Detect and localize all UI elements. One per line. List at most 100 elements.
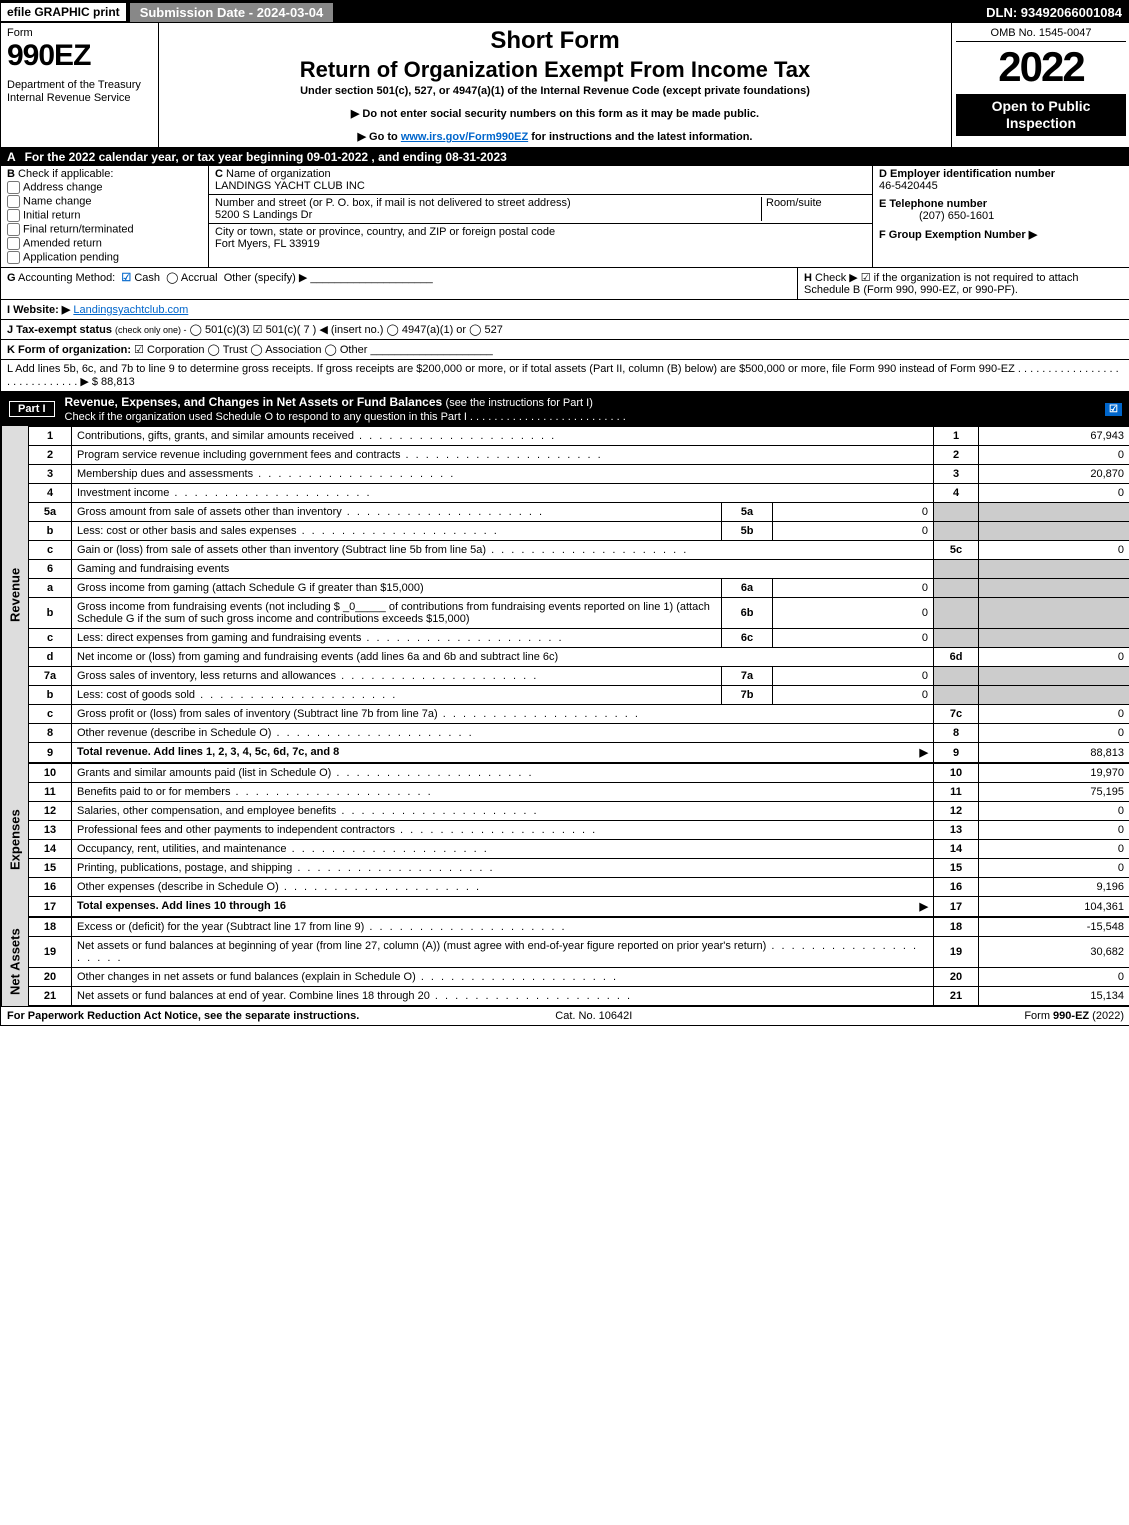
accrual-label: Accrual: [181, 272, 218, 284]
k-opts: ☑ Corporation ◯ Trust ◯ Association ◯ Ot…: [134, 344, 367, 356]
d-label: D Employer identification number: [879, 168, 1055, 180]
line-4: 4Investment income40: [29, 484, 1129, 503]
org-name: LANDINGS YACHT CLUB INC: [215, 180, 365, 192]
h-text: Check ▶ ☑ if the organization is not req…: [804, 272, 1079, 296]
street-value: 5200 S Landings Dr: [215, 209, 312, 221]
ein-value: 46-5420445: [879, 180, 938, 192]
line-6: 6Gaming and fundraising events: [29, 560, 1129, 579]
line-1: 1Contributions, gifts, grants, and simil…: [29, 427, 1129, 446]
expenses-label: Expenses: [1, 763, 28, 917]
part1-label: Part I: [9, 401, 55, 417]
line-10: 10Grants and similar amounts paid (list …: [29, 764, 1129, 783]
form-header: Form 990EZ Department of the Treasury In…: [1, 23, 1129, 148]
section-b: B Check if applicable: Address change Na…: [1, 166, 209, 267]
period-label-a: A: [7, 150, 15, 164]
part1-checkline: Check if the organization used Schedule …: [65, 411, 626, 423]
row-g: G Accounting Method: ☑ Cash ◯ Accrual Ot…: [1, 268, 797, 299]
c-label: C: [215, 168, 223, 180]
line-8: 8Other revenue (describe in Schedule O)8…: [29, 724, 1129, 743]
topbar: efile GRAPHIC print Submission Date - 20…: [1, 1, 1129, 23]
room-label: Room/suite: [766, 197, 822, 209]
l-amount: 88,813: [101, 376, 135, 388]
note-1: ▶ Do not enter social security numbers o…: [167, 107, 943, 120]
row-l: L Add lines 5b, 6c, and 7b to line 9 to …: [1, 360, 1129, 392]
check-if-label: Check if applicable:: [18, 168, 113, 180]
phone-value: (207) 650-1601: [919, 210, 994, 222]
header-left: Form 990EZ Department of the Treasury In…: [1, 23, 159, 147]
revenue-table: 1Contributions, gifts, grants, and simil…: [28, 426, 1129, 763]
b-label: B: [7, 168, 15, 180]
row-gh: G Accounting Method: ☑ Cash ◯ Accrual Ot…: [1, 268, 1129, 300]
footer: For Paperwork Reduction Act Notice, see …: [1, 1006, 1129, 1025]
cash-label: Cash: [134, 272, 160, 284]
l-text: L Add lines 5b, 6c, and 7b to line 9 to …: [7, 363, 1119, 388]
k-label: K Form of organization:: [7, 344, 131, 356]
irs-link[interactable]: www.irs.gov/Form990EZ: [401, 131, 528, 143]
efile-label[interactable]: efile GRAPHIC print: [1, 3, 126, 21]
opt-application-pending[interactable]: Application pending: [7, 251, 202, 264]
footer-center: Cat. No. 10642I: [555, 1010, 632, 1022]
row-j: J Tax-exempt status (check only one) - ◯…: [1, 320, 1129, 340]
revenue-label: Revenue: [1, 426, 28, 763]
g-text: Accounting Method:: [18, 272, 115, 284]
line-16: 16Other expenses (describe in Schedule O…: [29, 878, 1129, 897]
part1-sub: (see the instructions for Part I): [446, 397, 593, 409]
line-17: 17Total expenses. Add lines 10 through 1…: [29, 897, 1129, 917]
form-container: efile GRAPHIC print Submission Date - 20…: [0, 0, 1129, 1026]
part1-check-icon: ☑: [1105, 403, 1122, 416]
arrow-icon: ▶: [920, 746, 928, 759]
check-cash-icon: ☑: [121, 272, 131, 284]
subtitle: Under section 501(c), 527, or 4947(a)(1)…: [167, 85, 943, 97]
department-label: Department of the Treasury Internal Reve…: [7, 79, 152, 105]
line-6c: cLess: direct expenses from gaming and f…: [29, 629, 1129, 648]
netassets-section: Net Assets 18Excess or (deficit) for the…: [1, 917, 1129, 1006]
submission-date: Submission Date - 2024-03-04: [130, 3, 334, 22]
line-9: 9Total revenue. Add lines 1, 2, 3, 4, 5c…: [29, 743, 1129, 763]
netassets-label: Net Assets: [1, 917, 28, 1006]
line-7b: bLess: cost of goods sold7b0: [29, 686, 1129, 705]
line-20: 20Other changes in net assets or fund ba…: [29, 968, 1129, 987]
opt-name-change[interactable]: Name change: [7, 195, 202, 208]
website-link[interactable]: Landingsyachtclub.com: [73, 304, 188, 316]
opt-initial-return[interactable]: Initial return: [7, 209, 202, 222]
dln-label: DLN: 93492066001084: [986, 5, 1129, 20]
line-6d: dNet income or (loss) from gaming and fu…: [29, 648, 1129, 667]
line-18: 18Excess or (deficit) for the year (Subt…: [29, 918, 1129, 937]
line-7a: 7aGross sales of inventory, less returns…: [29, 667, 1129, 686]
line-7c: cGross profit or (loss) from sales of in…: [29, 705, 1129, 724]
line-5c: cGain or (loss) from sale of assets othe…: [29, 541, 1129, 560]
section-def: D Employer identification number 46-5420…: [873, 166, 1129, 267]
j-sub: (check only one) -: [115, 325, 187, 335]
line-5a: 5aGross amount from sale of assets other…: [29, 503, 1129, 522]
line-2: 2Program service revenue including gover…: [29, 446, 1129, 465]
row-i: I Website: ▶ Landingsyachtclub.com: [1, 300, 1129, 320]
section-bcdef: B Check if applicable: Address change Na…: [1, 166, 1129, 268]
g-label: G: [7, 272, 16, 284]
omb-number: OMB No. 1545-0047: [956, 27, 1126, 42]
part1-title: Revenue, Expenses, and Changes in Net As…: [65, 395, 1106, 423]
opt-amended-return[interactable]: Amended return: [7, 237, 202, 250]
form-number: 990EZ: [7, 39, 152, 73]
j-opts: ◯ 501(c)(3) ☑ 501(c)( 7 ) ◀ (insert no.)…: [190, 324, 503, 336]
expenses-table: 10Grants and similar amounts paid (list …: [28, 763, 1129, 917]
part1-header: Part I Revenue, Expenses, and Changes in…: [1, 392, 1129, 426]
f-label: F Group Exemption Number ▶: [879, 229, 1037, 241]
i-label: I Website: ▶: [7, 304, 70, 316]
period-row: A For the 2022 calendar year, or tax yea…: [1, 148, 1129, 166]
note-2: ▶ Go to www.irs.gov/Form990EZ for instru…: [167, 130, 943, 143]
line-13: 13Professional fees and other payments t…: [29, 821, 1129, 840]
inspection-badge: Open to Public Inspection: [956, 94, 1126, 136]
line-19: 19Net assets or fund balances at beginni…: [29, 937, 1129, 968]
row-k: K Form of organization: ☑ Corporation ◯ …: [1, 340, 1129, 360]
h-label: H: [804, 272, 812, 284]
line-6b: bGross income from fundraising events (n…: [29, 598, 1129, 629]
opt-address-change[interactable]: Address change: [7, 181, 202, 194]
arrow-icon: ▶: [920, 900, 928, 913]
tax-year: 2022: [956, 46, 1126, 88]
other-label: Other (specify) ▶: [224, 272, 308, 284]
note2-pre: ▶ Go to: [358, 131, 401, 143]
e-label: E Telephone number: [879, 198, 987, 210]
footer-right: Form 990-EZ (2022): [1024, 1010, 1124, 1022]
opt-final-return[interactable]: Final return/terminated: [7, 223, 202, 236]
expenses-section: Expenses 10Grants and similar amounts pa…: [1, 763, 1129, 917]
